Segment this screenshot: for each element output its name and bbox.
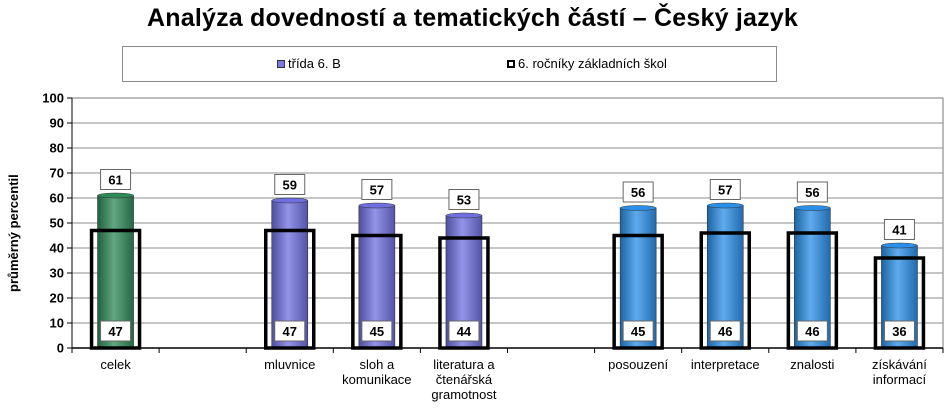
- category-label: celek: [100, 357, 130, 372]
- category-label-line: informací: [872, 372, 927, 387]
- bar-class-top: [794, 205, 831, 211]
- bar-schools-outline: [351, 233, 403, 350]
- bar-schools-outline: [873, 256, 926, 350]
- value-label-box-schools: [361, 320, 393, 342]
- value-label-class: 57: [718, 183, 732, 198]
- y-tick-label: 90: [50, 116, 64, 131]
- bar-schools-outline: [89, 228, 142, 350]
- y-tick-label: 30: [50, 266, 64, 281]
- category-label: znalosti: [790, 357, 834, 372]
- value-label-schools: 45: [370, 324, 384, 339]
- category-label: mluvnice: [264, 357, 315, 372]
- bar-class-top: [97, 192, 134, 199]
- category-label-line: posouzení: [608, 357, 669, 372]
- legend: třída 6. B 6. ročníky základních škol: [122, 46, 777, 82]
- value-label-box-class: [448, 189, 480, 210]
- category-label-line: mluvnice: [264, 357, 316, 372]
- category-label-line: gramotnost: [431, 387, 497, 402]
- y-tick-label: 20: [50, 291, 64, 306]
- value-label-schools: 45: [631, 324, 645, 339]
- value-label-class: 61: [108, 173, 122, 188]
- bar-class-top: [619, 205, 657, 211]
- y-tick-label: 100: [42, 91, 64, 106]
- category-label-line: čtenářská: [435, 372, 493, 387]
- value-label-schools: 47: [283, 324, 297, 339]
- category-label: interpretace: [691, 357, 760, 372]
- bar-schools-outline: [786, 231, 839, 350]
- value-label-box-class: [796, 181, 828, 203]
- legend-swatch-schools: [507, 59, 515, 68]
- value-label-class: 56: [631, 185, 645, 200]
- value-label-schools: 46: [805, 324, 819, 339]
- value-label-class: 59: [283, 178, 297, 193]
- y-tick-label: 70: [50, 166, 64, 181]
- legend-label-schools: 6. ročníky základních škol: [518, 56, 667, 71]
- category-label-line: celek: [100, 357, 131, 372]
- value-label-box-schools: [796, 320, 828, 342]
- y-tick-label: 80: [50, 141, 64, 156]
- value-label-box-class: [361, 179, 393, 200]
- value-label-box-class: [100, 169, 132, 190]
- bar-class-top: [881, 242, 918, 249]
- value-label-box-schools: [448, 320, 480, 342]
- value-label-class: 41: [892, 223, 906, 238]
- value-label-box-schools: [100, 320, 132, 342]
- value-label-class: 56: [805, 185, 819, 200]
- category-label: získávání informací: [872, 357, 927, 387]
- value-label-box-schools: [883, 320, 915, 342]
- bar-schools-outline: [612, 233, 664, 350]
- category-label: literatura a čtenářská gramotnost: [431, 357, 496, 402]
- value-label-schools: 36: [892, 324, 906, 339]
- bar-class-top: [445, 212, 483, 219]
- legend-item-schools: 6. ročníky základních škol: [507, 56, 667, 71]
- chart-title: Analýza dovedností a tematických částí –…: [147, 4, 798, 32]
- y-tick-label: 10: [50, 316, 64, 331]
- value-label-class: 57: [370, 183, 384, 198]
- value-label-class: 53: [457, 193, 471, 208]
- bar-schools-outline: [438, 236, 490, 350]
- value-label-schools: 46: [718, 324, 732, 339]
- value-label-schools: 44: [457, 324, 472, 339]
- bar-class-top: [707, 202, 744, 209]
- category-label-line: interpretace: [690, 357, 760, 372]
- category-label-line: znalosti: [790, 357, 835, 372]
- value-label-box-schools: [274, 320, 306, 342]
- value-label-box-schools: [622, 320, 654, 342]
- bar-schools-outline: [699, 231, 751, 350]
- legend-swatch-class: [277, 59, 285, 68]
- category-label-line: literatura a: [433, 357, 495, 372]
- bar-schools-outline: [264, 228, 316, 350]
- y-tick-label: 50: [50, 216, 64, 231]
- category-label-line: sloh a: [359, 357, 395, 372]
- category-label: posouzení: [608, 357, 668, 372]
- bar-class-top: [271, 197, 308, 204]
- y-tick-label: 40: [50, 241, 64, 256]
- category-label-line: získávání: [871, 357, 927, 372]
- category-label: sloh a komunikace: [342, 357, 411, 387]
- value-label-box-class: [883, 219, 915, 240]
- value-label-box-schools: [709, 320, 741, 342]
- legend-label-class: třída 6. B: [288, 56, 341, 71]
- y-tick-label: 60: [50, 191, 64, 206]
- value-label-schools: 47: [108, 324, 122, 339]
- bar-class-top: [358, 202, 396, 209]
- y-tick-label: 0: [57, 341, 64, 356]
- legend-item-class: třída 6. B: [277, 56, 341, 71]
- value-label-box-class: [709, 179, 741, 200]
- value-label-box-class: [622, 181, 654, 203]
- category-label-line: komunikace: [342, 372, 412, 387]
- value-label-box-class: [274, 174, 306, 195]
